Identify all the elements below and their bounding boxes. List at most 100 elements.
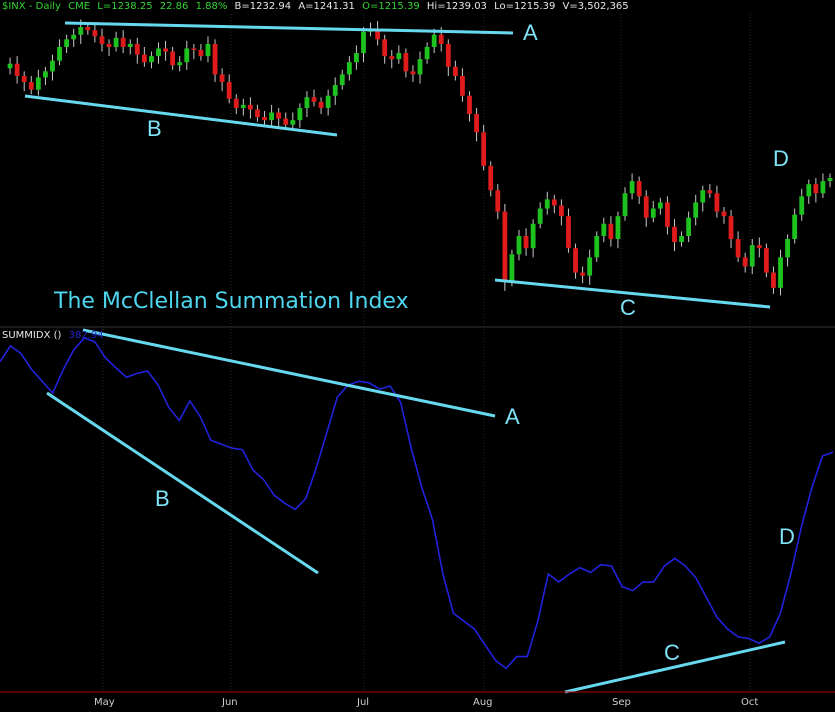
candle-down <box>488 165 494 191</box>
candle-up <box>615 216 621 240</box>
candle-down <box>481 132 487 166</box>
candle-up <box>354 53 359 63</box>
candle-up <box>686 217 692 236</box>
candle-down <box>573 248 578 273</box>
candle-down <box>452 66 458 76</box>
candle-down <box>502 211 508 282</box>
candle-down <box>21 75 27 83</box>
candle-up <box>205 43 211 57</box>
candle-down <box>120 37 126 47</box>
candle-down <box>255 109 260 118</box>
candle-up <box>297 107 303 121</box>
candle-down <box>389 56 395 60</box>
candle-up <box>156 48 161 57</box>
candle-up <box>509 254 515 282</box>
candle-down <box>735 239 741 258</box>
price-label-a: A <box>523 20 538 45</box>
header-separator: - <box>25 1 36 12</box>
candle-down <box>714 193 720 212</box>
x-axis-label-oct: Oct <box>741 697 759 708</box>
candle-up <box>184 48 190 63</box>
candle-down <box>106 43 112 47</box>
candle-up <box>516 235 522 255</box>
candle-up <box>7 63 13 69</box>
candle-down <box>728 216 734 240</box>
candle-down <box>311 97 317 102</box>
candle-down <box>756 245 762 249</box>
candle-up <box>240 104 246 108</box>
candle-up <box>424 46 430 60</box>
candle-up <box>679 235 684 243</box>
candle-down <box>580 272 586 276</box>
candle-down <box>14 63 20 76</box>
candle-down <box>28 82 34 90</box>
candle-up <box>50 60 55 72</box>
candle-up <box>827 178 833 182</box>
candle-down <box>467 95 472 115</box>
candle-down <box>233 98 239 108</box>
candle-up <box>806 184 812 197</box>
interval-label: Daily <box>35 1 61 12</box>
candle-down <box>551 199 557 206</box>
candle-down <box>707 190 713 194</box>
price-trendline-c <box>494 278 771 309</box>
candle-up <box>325 95 331 108</box>
candle-up <box>346 62 352 75</box>
indicator-label-d: D <box>779 524 795 549</box>
candle-up <box>537 208 543 224</box>
open-price: O=1215.39 <box>362 1 420 12</box>
x-axis-label-aug: Aug <box>473 697 493 708</box>
candle-down <box>771 272 776 288</box>
candle-down <box>226 82 232 99</box>
candle-down <box>523 235 529 249</box>
x-axis-label-jun: Jun <box>222 697 238 708</box>
candle-down <box>163 48 168 52</box>
candle-up <box>799 196 805 215</box>
candle-down <box>382 39 388 57</box>
indicator-trendline-a <box>82 328 496 418</box>
candle-down <box>495 190 501 212</box>
candle-down <box>85 27 91 31</box>
candle-down <box>134 43 140 55</box>
candle-up <box>127 43 133 47</box>
indicator-label-c: C <box>664 640 680 665</box>
candle-up <box>304 97 310 108</box>
last-price: L=1238.25 <box>97 1 153 12</box>
candle-up <box>778 257 783 288</box>
price-chart-header: $INX - Daily CME L=1238.25 22.86 1.88% B… <box>2 1 633 12</box>
indicator-value: 382.94 <box>68 330 104 341</box>
candle-up <box>431 34 437 47</box>
indicator-trendline-b <box>46 391 319 575</box>
candle-down <box>742 257 748 267</box>
candle-down <box>721 211 727 217</box>
candle-down <box>672 226 677 243</box>
candle-up <box>601 223 607 236</box>
x-axis-label-sep: Sep <box>612 697 631 708</box>
candle-up <box>657 202 663 209</box>
candle-up <box>71 34 77 40</box>
ask-price: A=1241.31 <box>298 1 355 12</box>
price-trendline-b <box>24 94 338 137</box>
high-price: Hi=1239.03 <box>426 1 487 12</box>
price-trendline-a <box>64 21 514 35</box>
candle-down <box>410 71 416 75</box>
candle-up <box>269 112 274 121</box>
candle-up <box>290 120 296 125</box>
candle-up <box>35 77 41 90</box>
candle-down <box>636 181 642 197</box>
candle-down <box>438 34 444 44</box>
indicator-label-b: B <box>155 486 170 511</box>
candle-up <box>587 257 593 276</box>
symbol-label: $INX <box>2 1 26 12</box>
candle-up <box>820 181 826 194</box>
candle-up <box>113 37 119 47</box>
low-price: Lo=1215.39 <box>494 1 556 12</box>
price-label-d: D <box>773 146 789 171</box>
candle-up <box>650 208 656 218</box>
candle-down <box>262 117 267 121</box>
chart-title: The McClellan Summation Index <box>54 289 409 314</box>
summation-index-line <box>0 337 834 670</box>
candle-up <box>629 181 635 194</box>
candle-up <box>700 190 706 203</box>
candle-down <box>198 50 204 57</box>
